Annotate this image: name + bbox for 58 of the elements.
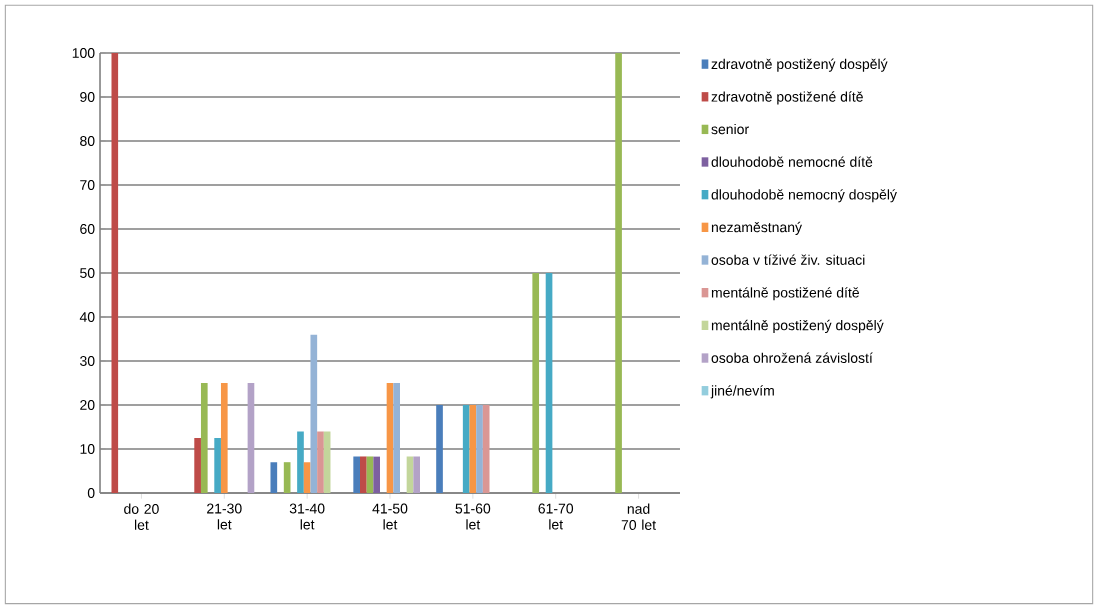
x-tick-label: 21-30 let <box>207 503 242 530</box>
y-tick-label: 80 <box>80 136 95 146</box>
bar <box>373 456 380 493</box>
y-tick-label: 30 <box>80 356 95 366</box>
legend-label: dlouhodobě nemocné dítě <box>711 156 873 167</box>
bar <box>297 431 304 493</box>
bar <box>111 52 119 493</box>
bar <box>462 404 470 493</box>
bar <box>482 404 490 493</box>
bar <box>194 437 201 493</box>
x-tick-label: 51-60 let <box>455 503 491 530</box>
bar <box>469 404 477 493</box>
x-tick-label: 31-40 let <box>289 503 325 530</box>
bar <box>436 404 443 493</box>
bar <box>476 404 483 493</box>
legend-label: jiné/nevím <box>710 385 774 399</box>
legend-label: osoba v tíživé živ. situaci <box>711 254 865 265</box>
x-tick-label: nad 70 let <box>621 503 656 530</box>
x-tick-label: 61-70 let <box>538 503 574 530</box>
bar <box>270 462 278 493</box>
x-tick-label: do 20 let <box>124 503 159 530</box>
bar <box>317 431 324 493</box>
legend-label: dlouhodobě nemocný dospělý <box>711 189 897 203</box>
bar <box>283 462 291 493</box>
legend-label: mentálně postižené dítě <box>711 287 859 301</box>
legend-label: osoba ohrožená závislostí <box>711 352 873 363</box>
y-tick-label: 60 <box>80 224 95 234</box>
legend-label: senior <box>711 123 749 135</box>
y-tick-label: 100 <box>72 48 95 58</box>
bar <box>545 272 553 493</box>
bar <box>406 456 414 493</box>
bar <box>360 456 367 493</box>
bar <box>393 382 400 493</box>
bar <box>220 382 228 493</box>
bar <box>615 52 622 493</box>
y-tick-label: 50 <box>80 268 95 278</box>
legend-label: zdravotně postižený dospělý <box>711 58 888 72</box>
bar <box>247 382 255 493</box>
bar <box>214 437 221 493</box>
bar <box>200 382 208 493</box>
bar <box>353 456 360 493</box>
bar <box>323 431 331 493</box>
legend-label: zdravotně postižené dítě <box>711 91 863 105</box>
y-tick-label: 90 <box>80 92 95 102</box>
bar <box>386 382 394 493</box>
y-tick-label: 70 <box>80 180 95 190</box>
bar <box>413 456 421 493</box>
bar <box>310 334 318 493</box>
legend-label: mentálně postižený dospělý <box>711 319 884 334</box>
bar <box>303 462 311 493</box>
bar <box>366 456 374 493</box>
y-tick-label: 20 <box>80 400 95 410</box>
y-tick-label: 40 <box>79 312 95 322</box>
y-tick-label: 0 <box>87 488 95 498</box>
bar <box>532 272 540 493</box>
legend-label: nezaměstnaný <box>711 221 802 236</box>
x-tick-label: 41-50 let <box>372 503 408 530</box>
y-tick-label: 10 <box>80 444 95 454</box>
